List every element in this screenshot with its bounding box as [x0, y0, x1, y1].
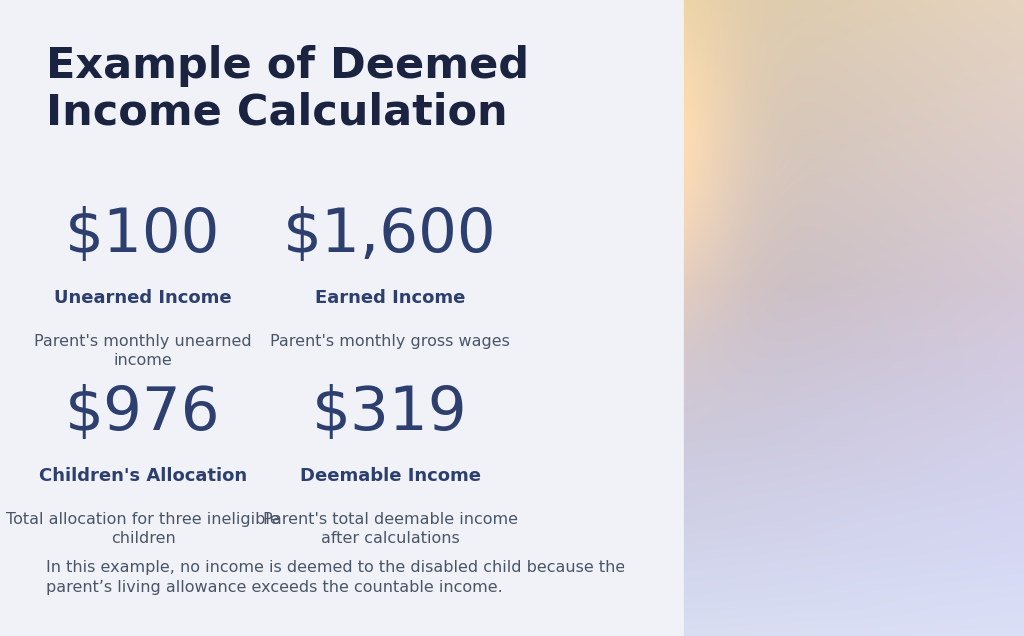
Text: Parent's monthly gross wages: Parent's monthly gross wages [270, 334, 510, 349]
Text: Deemable Income: Deemable Income [300, 467, 480, 485]
Text: In this example, no income is deemed to the disabled child because the
parent’s : In this example, no income is deemed to … [45, 560, 625, 595]
Text: Total allocation for three ineligible
children: Total allocation for three ineligible ch… [6, 512, 280, 546]
Text: $100: $100 [66, 206, 221, 265]
Text: Earned Income: Earned Income [315, 289, 465, 307]
Text: Parent's monthly unearned
income: Parent's monthly unearned income [34, 334, 252, 368]
Text: Parent's total deemable income
after calculations: Parent's total deemable income after cal… [262, 512, 518, 546]
Text: Children's Allocation: Children's Allocation [39, 467, 247, 485]
Text: $976: $976 [66, 384, 221, 443]
FancyBboxPatch shape [624, 0, 684, 636]
Text: Example of Deemed
Income Calculation: Example of Deemed Income Calculation [45, 45, 528, 134]
Text: Unearned Income: Unearned Income [54, 289, 231, 307]
Text: $319: $319 [312, 384, 468, 443]
Text: $1,600: $1,600 [284, 206, 497, 265]
